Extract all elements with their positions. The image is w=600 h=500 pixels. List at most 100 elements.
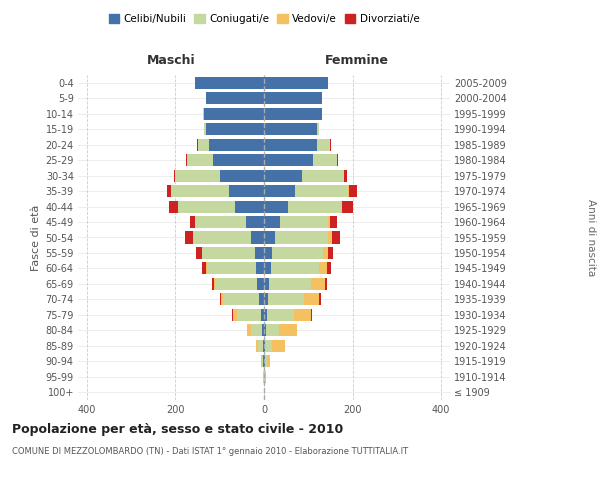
Bar xyxy=(264,154,313,166)
Bar xyxy=(185,154,187,166)
Bar xyxy=(209,138,264,150)
Bar xyxy=(264,309,267,321)
Bar xyxy=(220,294,221,306)
Bar xyxy=(328,247,332,259)
Bar xyxy=(264,123,317,135)
Bar xyxy=(264,170,302,181)
Bar xyxy=(267,309,293,321)
Text: Popolazione per età, sesso e stato civile - 2010: Popolazione per età, sesso e stato civil… xyxy=(12,422,343,436)
Bar xyxy=(233,309,236,321)
Bar xyxy=(185,232,193,243)
Bar xyxy=(275,232,328,243)
Bar xyxy=(271,262,319,274)
Bar xyxy=(264,216,280,228)
Bar xyxy=(203,108,204,120)
Bar xyxy=(256,340,258,352)
Bar xyxy=(263,340,264,352)
Bar xyxy=(262,324,264,336)
Bar xyxy=(169,200,178,212)
Bar xyxy=(220,170,264,181)
Bar xyxy=(264,76,328,89)
Bar xyxy=(257,278,264,290)
Bar xyxy=(317,138,331,150)
Bar xyxy=(328,232,332,243)
Bar xyxy=(235,200,264,212)
Bar xyxy=(255,247,264,259)
Bar xyxy=(293,309,311,321)
Bar xyxy=(268,294,304,306)
Bar xyxy=(311,309,312,321)
Bar xyxy=(325,278,327,290)
Bar xyxy=(174,170,175,181)
Bar xyxy=(264,108,322,120)
Bar xyxy=(328,216,331,228)
Bar xyxy=(206,262,208,274)
Bar xyxy=(193,232,251,243)
Bar xyxy=(337,154,338,166)
Bar xyxy=(304,294,319,306)
Bar xyxy=(258,340,263,352)
Bar xyxy=(256,262,264,274)
Bar xyxy=(341,200,343,212)
Bar xyxy=(196,76,264,89)
Text: COMUNE DI MEZZOLOMBARDO (TN) - Dati ISTAT 1° gennaio 2010 - Elaborazione TUTTITA: COMUNE DI MEZZOLOMBARDO (TN) - Dati ISTA… xyxy=(12,448,408,456)
Bar xyxy=(206,92,264,104)
Bar xyxy=(349,185,358,197)
Bar xyxy=(332,232,340,243)
Bar xyxy=(247,324,251,336)
Bar xyxy=(264,278,269,290)
Bar xyxy=(251,232,264,243)
Bar xyxy=(214,278,215,290)
Bar xyxy=(279,324,297,336)
Bar xyxy=(221,294,223,306)
Bar xyxy=(204,123,206,135)
Bar xyxy=(311,278,325,290)
Bar xyxy=(229,185,264,197)
Bar xyxy=(264,356,265,368)
Bar xyxy=(344,170,347,181)
Bar xyxy=(208,262,256,274)
Bar xyxy=(264,92,322,104)
Bar xyxy=(265,371,266,383)
Bar xyxy=(331,216,337,228)
Bar xyxy=(343,200,353,212)
Bar xyxy=(289,200,341,212)
Bar xyxy=(187,154,213,166)
Bar xyxy=(223,294,259,306)
Bar xyxy=(171,185,229,197)
Bar xyxy=(266,356,270,368)
Bar xyxy=(319,294,320,306)
Bar xyxy=(190,216,196,228)
Bar xyxy=(264,232,275,243)
Bar xyxy=(272,247,323,259)
Legend: Celibi/Nubili, Coniugati/e, Vedovi/e, Divorziati/e: Celibi/Nubili, Coniugati/e, Vedovi/e, Di… xyxy=(104,10,424,29)
Bar xyxy=(265,340,272,352)
Bar xyxy=(196,247,202,259)
Bar xyxy=(178,200,235,212)
Bar xyxy=(264,262,271,274)
Bar xyxy=(263,356,264,368)
Bar xyxy=(264,294,268,306)
Bar xyxy=(328,262,331,274)
Bar xyxy=(202,262,206,274)
Bar xyxy=(261,356,262,368)
Text: Maschi: Maschi xyxy=(146,54,196,68)
Bar xyxy=(280,216,328,228)
Bar xyxy=(259,294,264,306)
Bar xyxy=(204,108,264,120)
Bar xyxy=(266,324,279,336)
Bar xyxy=(319,262,328,274)
Bar xyxy=(206,123,264,135)
Bar xyxy=(264,138,317,150)
Bar xyxy=(167,185,171,197)
Bar xyxy=(272,340,285,352)
Text: Anni di nascita: Anni di nascita xyxy=(586,199,596,276)
Bar xyxy=(251,324,262,336)
Bar xyxy=(262,356,263,368)
Bar xyxy=(323,247,328,259)
Y-axis label: Fasce di età: Fasce di età xyxy=(31,204,41,270)
Text: Femmine: Femmine xyxy=(325,54,389,68)
Bar xyxy=(196,216,246,228)
Bar xyxy=(175,170,220,181)
Bar xyxy=(197,138,209,150)
